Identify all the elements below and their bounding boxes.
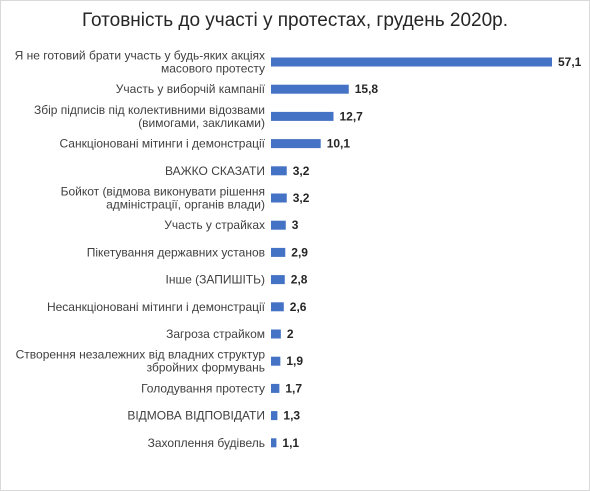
category-label: Створення незалежних від владних структу… — [16, 348, 266, 362]
category-label: Я не готовий брати участь у будь-яких ак… — [15, 49, 265, 63]
value-label: 2,6 — [290, 300, 307, 314]
bar — [271, 220, 286, 230]
bar — [271, 275, 285, 285]
value-label: 1,7 — [285, 381, 302, 395]
bar — [271, 411, 278, 421]
value-label: 3,2 — [293, 164, 310, 178]
bar — [271, 438, 277, 448]
category-label: (вимогами, закликами) — [138, 116, 265, 130]
bar — [271, 247, 286, 257]
value-label: 12,7 — [339, 109, 363, 123]
value-label: 2,8 — [291, 273, 308, 287]
bar — [271, 57, 552, 67]
value-label: 2 — [287, 327, 294, 341]
category-label: Збір підписів під колективними відозвами — [34, 103, 265, 117]
category-label: адміністрації, органів влади) — [106, 198, 265, 212]
bar — [271, 356, 281, 366]
category-label: Санкціоновані мітинги і демонстрації — [59, 137, 265, 151]
bar — [271, 383, 280, 393]
bar — [271, 111, 334, 121]
value-label: 15,8 — [355, 82, 379, 96]
category-label: Загроза страйком — [166, 327, 265, 341]
category-label: масового протесту — [161, 62, 265, 76]
category-label: Захоплення будівель — [148, 436, 265, 450]
category-label: Пікетування державних установ — [87, 245, 265, 259]
category-label: Участь у страйках — [164, 218, 265, 232]
category-label: ВАЖКО СКАЗАТИ — [165, 164, 265, 178]
bar — [271, 139, 321, 149]
value-label: 3 — [292, 218, 299, 232]
bar — [271, 329, 281, 339]
category-label: Бойкот (відмова виконувати рішення — [61, 185, 265, 199]
category-label: Несанкціоновані мітинги і демонстрації — [47, 300, 266, 314]
chart-title: Готовність до участі у протестах, груден… — [81, 10, 509, 31]
bar — [271, 166, 287, 176]
bar — [271, 84, 349, 94]
value-label: 10,1 — [327, 137, 351, 151]
value-label: 2,9 — [291, 245, 308, 259]
category-label: ВІДМОВА ВІДПОВІДАТИ — [127, 409, 265, 423]
value-label: 1,3 — [283, 409, 300, 423]
bar — [271, 302, 284, 312]
value-label: 3,2 — [293, 191, 310, 205]
value-label: 1,1 — [282, 436, 299, 450]
bar — [271, 193, 287, 203]
category-label: Участь у виборчій кампанії — [116, 82, 266, 96]
category-label: Голодування протесту — [141, 381, 265, 395]
category-label: Інше (ЗАПИШІТЬ) — [166, 273, 266, 287]
value-label: 1,9 — [286, 354, 303, 368]
category-label: збройних формувань — [147, 361, 265, 375]
value-label: 57,1 — [558, 55, 582, 69]
